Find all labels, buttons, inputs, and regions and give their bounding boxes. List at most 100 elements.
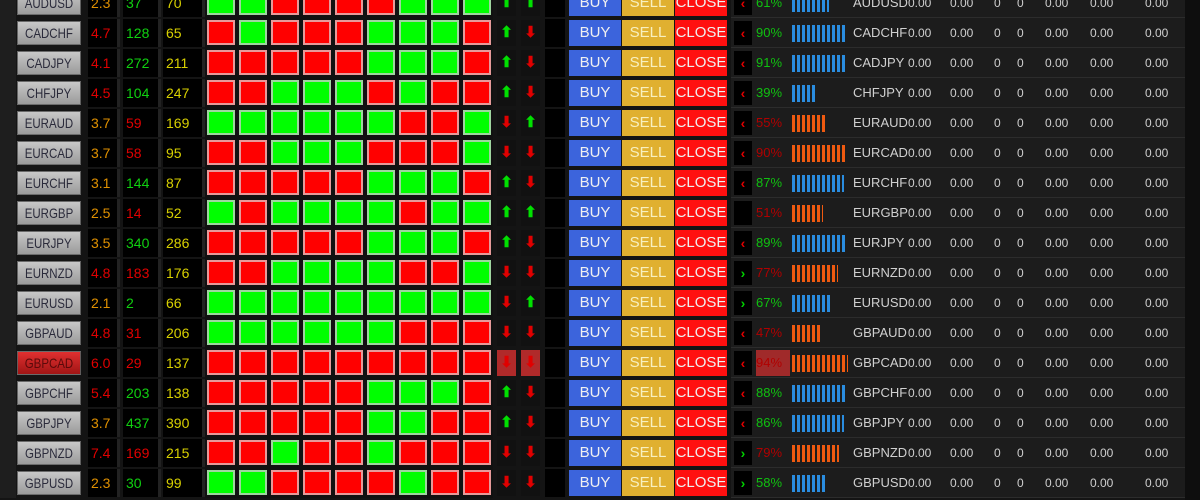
close-button[interactable]: CLOSE [675,140,727,166]
signal-red [207,20,235,45]
symbol-button[interactable]: CADCHF [17,21,81,45]
stat-value: 0.00 [908,146,932,160]
close-button[interactable]: CLOSE [675,320,727,346]
signal-green [271,110,299,135]
symbol-button[interactable]: AUDUSD [17,0,81,15]
symbol-button[interactable]: EURCAD [17,141,81,165]
buy-button[interactable]: BUY [569,170,621,196]
trend-down-icon: ‹ [734,381,752,405]
symbol-button[interactable]: CADJPY [17,51,81,75]
close-button[interactable]: CLOSE [675,440,727,466]
symbol-button[interactable]: CHFJPY [17,81,81,105]
signal-red [335,20,363,45]
close-button[interactable]: CLOSE [675,350,727,376]
symbol-button[interactable]: EURCHF [17,171,81,195]
close-button[interactable]: CLOSE [675,50,727,76]
sell-button[interactable]: SELL [622,110,674,136]
buy-button[interactable]: BUY [569,440,621,466]
buy-button[interactable]: BUY [569,110,621,136]
signal-red [303,170,331,195]
arrow-down-icon: ⬇ [521,380,540,406]
sell-button[interactable]: SELL [622,140,674,166]
sell-button[interactable]: SELL [622,20,674,46]
symbol-button[interactable]: EURUSD [17,291,81,315]
strength-percent: 77% [756,265,783,280]
value-v3: 169 [163,109,205,137]
close-button[interactable]: CLOSE [675,110,727,136]
symbol-button[interactable]: GBPAUD [17,321,81,345]
sell-button[interactable]: SELL [622,0,674,16]
arrow-down-icon: ⬇ [521,20,540,46]
table-row: EURCHF 3.1 144 87 ⬆ ⬇ BUY SELL CLOSE ‹ 87% EURCHF 0.… [0,168,1200,198]
buy-button[interactable]: BUY [569,320,621,346]
stat-value: 0 [1017,146,1024,160]
close-button[interactable]: CLOSE [675,290,727,316]
close-button[interactable]: CLOSE [675,230,727,256]
sell-button[interactable]: SELL [622,380,674,406]
close-button[interactable]: CLOSE [675,200,727,226]
close-button[interactable]: CLOSE [675,20,727,46]
buy-button[interactable]: BUY [569,50,621,76]
buy-button[interactable]: BUY [569,260,621,286]
stat-value: 0 [1017,56,1024,70]
symbol-button[interactable]: EURAUD [17,111,81,135]
empty-cell [545,79,565,107]
buy-button[interactable]: BUY [569,410,621,436]
value-v2: 37 [123,0,161,17]
stat-value: 0.00 [1045,356,1069,370]
close-button[interactable]: CLOSE [675,470,727,496]
sell-button[interactable]: SELL [622,230,674,256]
value-v3: 70 [163,0,205,17]
symbol-button[interactable]: GBPCAD [17,351,81,375]
sell-button[interactable]: SELL [622,470,674,496]
signal-red [431,350,459,375]
signal-green [463,140,491,165]
sell-button[interactable]: SELL [622,260,674,286]
symbol-button[interactable]: GBPNZD [17,441,81,465]
buy-button[interactable]: BUY [569,350,621,376]
buy-button[interactable]: BUY [569,230,621,256]
sell-button[interactable]: SELL [622,350,674,376]
value-v3: 52 [163,199,205,227]
close-button[interactable]: CLOSE [675,0,727,16]
sell-button[interactable]: SELL [622,200,674,226]
sell-button[interactable]: SELL [622,80,674,106]
empty-cell [545,19,565,47]
value-v3: 99 [163,469,205,497]
stat-value: 0.00 [1090,476,1114,490]
buy-button[interactable]: BUY [569,380,621,406]
sell-button[interactable]: SELL [622,320,674,346]
close-button[interactable]: CLOSE [675,410,727,436]
close-button[interactable]: CLOSE [675,170,727,196]
symbol-button[interactable]: EURGBP [17,201,81,225]
symbol-button[interactable]: GBPCHF [17,381,81,405]
signal-green [335,260,363,285]
stat-value: 0 [994,416,1001,430]
sell-button[interactable]: SELL [622,50,674,76]
signal-green [367,50,395,75]
symbol-button[interactable]: GBPUSD [17,471,81,495]
symbol-button[interactable]: GBPJPY [17,411,81,435]
sell-button[interactable]: SELL [622,290,674,316]
close-button[interactable]: CLOSE [675,80,727,106]
buy-button[interactable]: BUY [569,290,621,316]
close-button[interactable]: CLOSE [675,380,727,406]
buy-button[interactable]: BUY [569,470,621,496]
buy-button[interactable]: BUY [569,80,621,106]
stat-value: 0 [1017,236,1024,250]
sell-button[interactable]: SELL [622,410,674,436]
buy-button[interactable]: BUY [569,200,621,226]
sell-button[interactable]: SELL [622,440,674,466]
arrow-down-icon: ⬇ [521,410,540,436]
buy-button[interactable]: BUY [569,0,621,16]
close-button[interactable]: CLOSE [675,260,727,286]
buy-button[interactable]: BUY [569,20,621,46]
sell-button[interactable]: SELL [622,170,674,196]
symbol-button[interactable]: EURJPY [17,231,81,255]
signal-red [463,230,491,255]
symbol-button[interactable]: EURNZD [17,261,81,285]
signal-green [399,0,427,15]
stat-value: 0.00 [1145,236,1169,250]
stat-value: 0 [994,296,1001,310]
buy-button[interactable]: BUY [569,140,621,166]
